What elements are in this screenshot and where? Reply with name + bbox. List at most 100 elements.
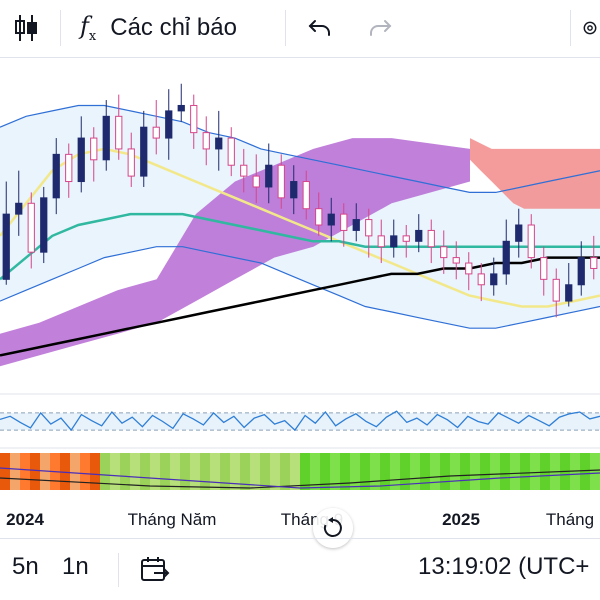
heatmap-cell	[120, 453, 131, 490]
candle-body	[2, 213, 10, 280]
goto-date-button[interactable]	[140, 557, 170, 590]
bollinger-upper-line	[0, 104, 600, 193]
candle-body	[327, 213, 335, 226]
heatmap-cell	[580, 453, 591, 490]
candle-body	[215, 137, 223, 150]
heatmap-cell	[250, 453, 261, 490]
heatmap-cell	[380, 453, 391, 490]
candle-body	[90, 137, 98, 161]
ichimoku-cloud-bullish	[0, 138, 470, 367]
heatmap-cell	[240, 453, 251, 490]
candle-body	[52, 153, 60, 199]
candle-body	[240, 164, 248, 177]
settings-button[interactable]	[580, 8, 600, 48]
heatmap-cell	[350, 453, 361, 490]
heatmap-cell	[0, 453, 11, 490]
candle-body	[465, 262, 473, 275]
heatmap-cell	[450, 453, 461, 490]
heatmap-cell	[310, 453, 321, 490]
heatmap-cell	[360, 453, 371, 490]
heatmap-cell	[200, 453, 211, 490]
heatmap-cell	[10, 453, 21, 490]
heatmap-cell	[500, 453, 511, 490]
candle-body	[65, 153, 73, 183]
chart-area[interactable]: 2024 Tháng Năm Tháng 9 2025 Tháng	[0, 58, 600, 548]
clock-timezone[interactable]: 13:19:02 (UTC+	[418, 553, 590, 580]
ma-teal-line	[0, 212, 600, 281]
heatmap-cell	[170, 453, 181, 490]
undo-icon	[308, 20, 330, 36]
heatmap-cell	[280, 453, 291, 490]
candle-body	[190, 104, 198, 134]
candles-icon[interactable]	[8, 8, 44, 48]
candle-body	[115, 115, 123, 150]
settings-icon	[583, 21, 597, 35]
bottom-divider	[118, 553, 119, 587]
redo-icon	[370, 20, 392, 36]
heatmap-cell	[530, 453, 541, 490]
candle-body	[340, 213, 348, 231]
heatmap-cell	[540, 453, 551, 490]
x-axis: 2024 Tháng Năm Tháng 9 2025 Tháng	[6, 510, 594, 529]
heatmap-cell	[20, 453, 31, 490]
heatmap-cell	[260, 453, 271, 490]
ma-black-line	[0, 256, 600, 357]
candle-body	[27, 202, 35, 253]
x-tick-label: Tháng	[546, 510, 594, 529]
undo-button[interactable]	[302, 8, 338, 48]
candle-body	[140, 126, 148, 177]
oscillator-line	[0, 410, 600, 432]
candle-body	[77, 137, 85, 183]
candle-body	[515, 224, 523, 242]
heatmap-cell	[270, 453, 281, 490]
range-5y-button[interactable]: 5n	[12, 553, 39, 580]
candle-body	[315, 208, 323, 226]
range-1y-button[interactable]: 1n	[62, 553, 89, 580]
heatmap-cell	[410, 453, 421, 490]
heatmap-cell	[420, 453, 431, 490]
candle-body	[277, 164, 285, 199]
candle-body	[265, 164, 273, 188]
candle-body	[427, 229, 435, 248]
calendar-arrow-icon	[141, 557, 170, 581]
heatmap-cell	[80, 453, 91, 490]
candle-body	[152, 126, 160, 139]
x-tick-label: 2024	[6, 510, 44, 529]
heatmap-cell	[510, 453, 521, 490]
sma-yellow-line	[0, 147, 600, 308]
price-chart[interactable]: 2024 Tháng Năm Tháng 9 2025 Tháng	[0, 58, 600, 538]
candle-body	[290, 181, 298, 199]
toolbar: fx Các chỉ báo	[0, 0, 600, 58]
candle-body	[477, 273, 485, 286]
heatmap-cell	[590, 453, 600, 490]
candle-body	[202, 132, 210, 150]
indicators-button[interactable]: fx Các chỉ báo	[80, 8, 270, 48]
x-tick-label: 2025	[442, 510, 480, 529]
candle-body	[365, 219, 373, 237]
main-pane	[0, 83, 600, 367]
heatmap-line	[0, 467, 600, 489]
candle-body	[302, 181, 310, 210]
heatmap-cell	[180, 453, 191, 490]
heatmap-cell	[140, 453, 151, 490]
reset-chart-button[interactable]	[313, 508, 353, 548]
bottom-bar: 5n 1n 13:19:02 (UTC+	[0, 538, 600, 600]
heatmap-pane	[0, 453, 600, 490]
heatmap-cell	[60, 453, 71, 490]
heatmap-cell	[110, 453, 121, 490]
candle-body	[127, 148, 135, 177]
heatmap-cell	[70, 453, 81, 490]
candle-body	[502, 240, 510, 275]
heatmap-cell	[220, 453, 231, 490]
heatmap-cell	[340, 453, 351, 490]
candle-body	[540, 257, 548, 280]
heatmap-cell	[470, 453, 481, 490]
candle-body	[165, 110, 173, 139]
oscillator-band	[0, 412, 600, 431]
candle-body	[15, 202, 23, 215]
candle-body	[527, 224, 535, 259]
heatmap-cell	[320, 453, 331, 490]
heatmap-cell	[390, 453, 401, 490]
toolbar-divider	[570, 10, 571, 46]
redo-button[interactable]	[362, 8, 398, 48]
